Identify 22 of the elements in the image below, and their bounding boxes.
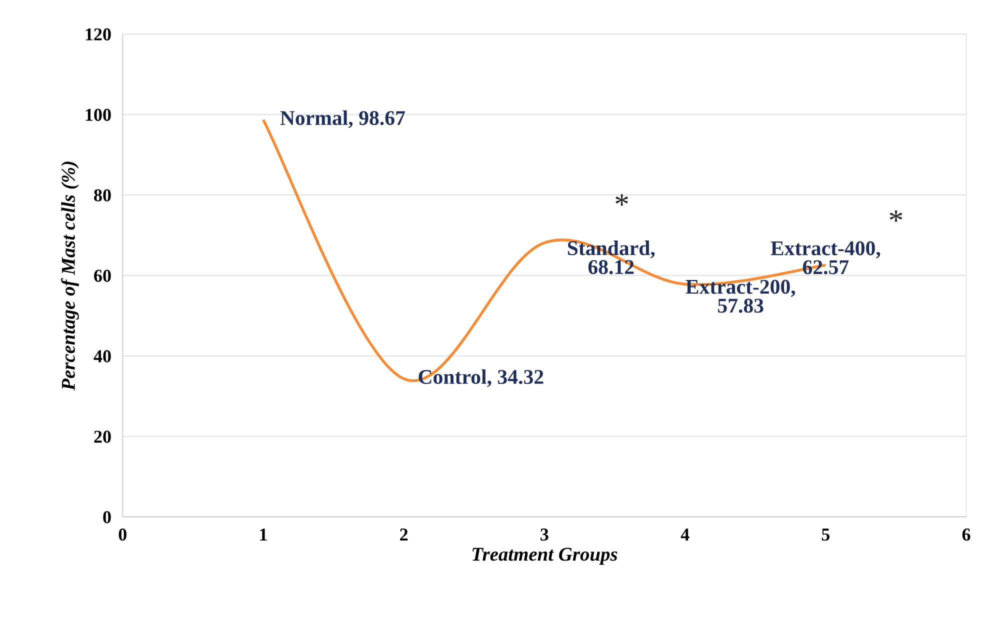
x-tick-label: 1 <box>260 528 267 541</box>
y-tick-label: 20 <box>94 430 111 443</box>
annotation: Normal, 98.67 <box>280 110 405 128</box>
x-axis-title: Treatment Groups <box>472 548 618 565</box>
annotation: Control, 34.32 <box>418 369 544 388</box>
annotation: * <box>890 210 902 222</box>
x-tick-label: 6 <box>962 528 970 541</box>
y-tick-label: 0 <box>103 511 111 524</box>
annotation: * <box>616 194 628 206</box>
annotation: Extract-200, 57.83 <box>686 280 796 313</box>
annotation: Extract-400, 62.57 <box>770 241 880 274</box>
y-tick-label: 100 <box>86 108 111 121</box>
x-tick-label: 5 <box>822 528 830 541</box>
x-tick-label: 0 <box>118 528 126 541</box>
y-tick-label: 40 <box>94 350 111 362</box>
x-tick-label: 4 <box>680 528 690 541</box>
x-tick-label: 2 <box>400 528 408 541</box>
y-tick-label: 80 <box>94 189 111 202</box>
y-axis-title: Percentage of Mast cells (%) <box>61 162 79 390</box>
x-tick-label: 3 <box>540 528 548 541</box>
y-tick-label: 60 <box>94 270 111 282</box>
y-tick-label: 120 <box>86 28 111 40</box>
